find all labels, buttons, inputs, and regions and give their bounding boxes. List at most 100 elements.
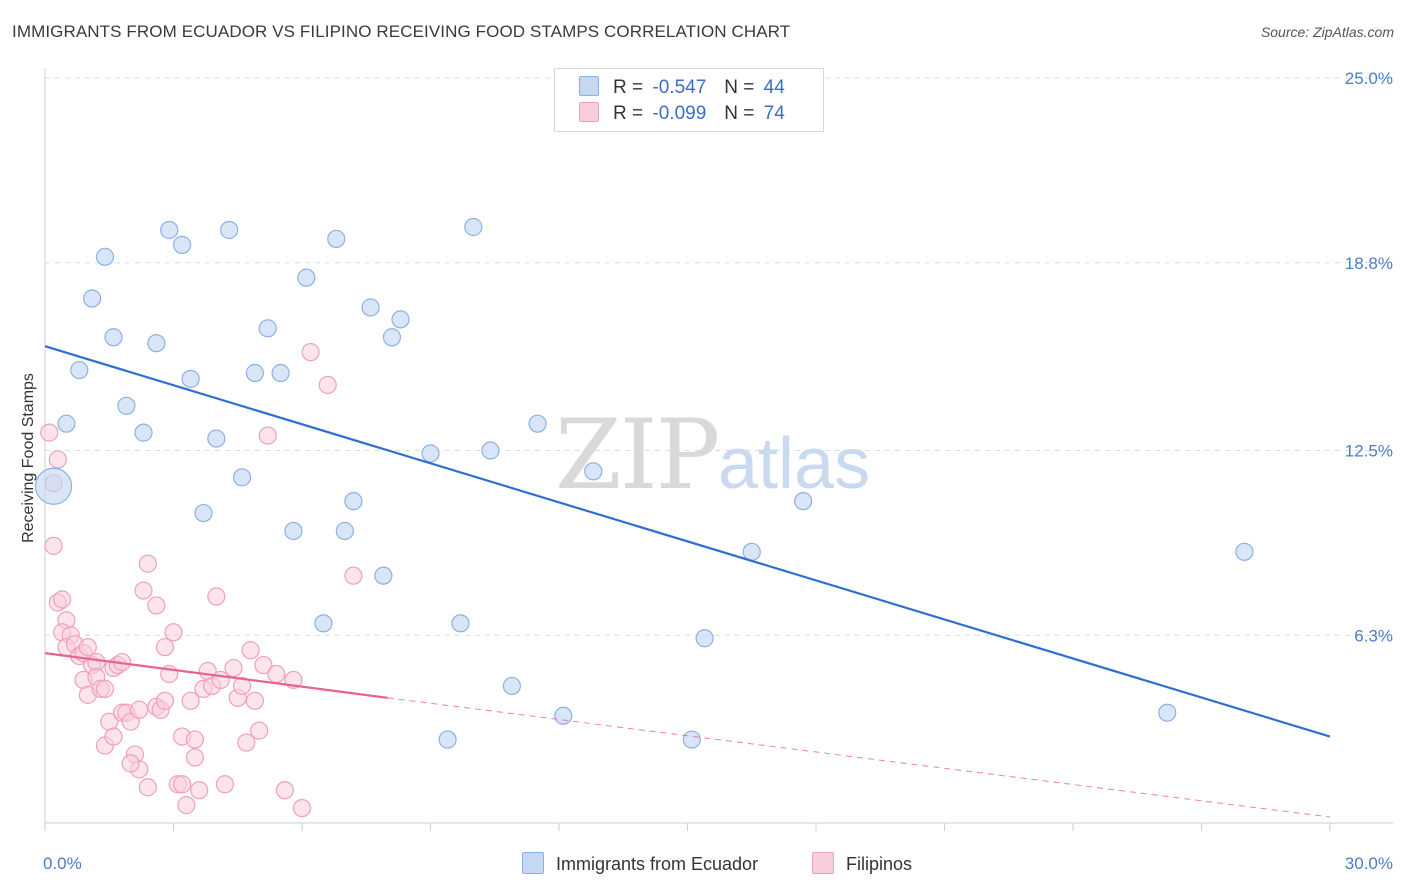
data-point-filipinos [232, 676, 252, 696]
gridlines [45, 77, 1393, 636]
x-tick-labels: 0.0% 30.0% [43, 854, 1393, 873]
data-point-ecuador [451, 614, 470, 633]
legend-item-label: Immigrants from Ecuador [556, 854, 759, 874]
chart-title: IMMIGRANTS FROM ECUADOR VS FILIPINO RECE… [12, 22, 791, 41]
data-point-ecuador [391, 310, 410, 329]
data-point-filipinos [318, 375, 337, 395]
data-point-ecuador [147, 334, 166, 353]
data-point-ecuador [34, 467, 73, 505]
data-point-ecuador [481, 441, 500, 460]
data-point-ecuador [172, 235, 192, 254]
legend-r-label: R = [613, 77, 644, 98]
data-point-ecuador [134, 423, 153, 442]
legend-item-filipinos: Filipinos [812, 852, 912, 875]
data-point-filipinos [237, 733, 256, 752]
source-credit: Source: ZipAtlas.com [1260, 24, 1394, 40]
legend-r-value: -0.099 [652, 103, 707, 124]
x-tick-label: 30.0% [1345, 854, 1393, 873]
correlation-legend: R = -0.547 N = 44 R = -0.099 N = 74 [554, 68, 824, 132]
y-tick-label: 25.0% [1345, 69, 1393, 88]
data-point-filipinos [241, 641, 260, 660]
axes [44, 68, 1393, 831]
y-tick-label: 6.3% [1354, 626, 1393, 645]
y-tick-label: 12.5% [1345, 442, 1393, 461]
trend-line-filipinos-extrapolated [387, 697, 1331, 818]
data-point-ecuador [117, 396, 136, 415]
data-point-filipinos [155, 638, 175, 657]
data-point-ecuador [584, 462, 603, 481]
legend-r-label: R = [613, 103, 644, 124]
data-point-filipinos [292, 798, 312, 818]
data-point-filipinos [224, 658, 243, 678]
data-point-ecuador [682, 730, 701, 749]
data-point-ecuador [160, 220, 179, 240]
data-point-ecuador [104, 328, 123, 347]
data-point-filipinos [181, 691, 200, 710]
y-tick-labels: 6.3% 12.5% 18.8% 25.0% [1345, 69, 1393, 645]
data-point-ecuador [95, 247, 115, 266]
data-point-filipinos [185, 730, 205, 749]
data-point-filipinos [190, 781, 209, 800]
x-tick-label: 0.0% [43, 854, 82, 873]
data-point-ecuador [83, 289, 102, 308]
data-point-filipinos [215, 775, 234, 794]
trend-lines [44, 345, 1331, 818]
data-point-ecuador [335, 521, 354, 541]
data-point-filipinos [53, 590, 72, 609]
data-point-filipinos [40, 423, 59, 442]
data-point-ecuador [361, 298, 380, 317]
data-point-ecuador [554, 706, 573, 725]
data-point-ecuador [438, 730, 457, 749]
data-point-filipinos [211, 670, 230, 690]
data-point-filipinos [138, 778, 157, 797]
data-point-ecuador [794, 492, 813, 511]
legend-item-label: Filipinos [846, 854, 913, 874]
data-point-ecuador [271, 363, 290, 383]
legend-swatch-pink [812, 852, 834, 874]
data-point-ecuador [232, 468, 252, 487]
data-point-filipinos [134, 581, 153, 600]
legend-swatch-blue [522, 852, 544, 874]
data-point-ecuador [314, 614, 333, 633]
trend-line-filipinos [44, 652, 388, 699]
data-point-ecuador [742, 542, 761, 561]
data-point-filipinos [172, 775, 192, 794]
legend-r-value: -0.547 [652, 77, 707, 98]
data-point-filipinos [104, 727, 123, 746]
data-point-filipinos [207, 587, 226, 606]
data-point-ecuador [421, 444, 440, 463]
data-point-ecuador [528, 414, 547, 433]
legend-n-label: N = [724, 103, 755, 124]
legend-n-value: 74 [763, 103, 785, 124]
legend-swatch-blue [579, 76, 599, 96]
data-point-ecuador [502, 676, 521, 696]
data-point-filipinos [138, 554, 157, 573]
legend-row-ecuador: R = -0.547 N = 44 [579, 76, 785, 100]
y-tick-label: 18.8% [1345, 254, 1393, 273]
data-point-ecuador [374, 566, 393, 585]
series-legend: Immigrants from Ecuador Filipinos [0, 852, 1406, 876]
data-point-filipinos [275, 781, 294, 800]
data-point-filipinos [267, 664, 286, 684]
data-point-ecuador [297, 268, 316, 287]
data-point-filipinos [78, 638, 97, 657]
data-point-filipinos [48, 450, 67, 469]
data-point-ecuador [181, 369, 200, 389]
data-point-filipinos [177, 796, 196, 815]
data-point-filipinos [185, 748, 205, 767]
data-point-ecuador [344, 492, 363, 511]
data-point-ecuador [327, 229, 346, 249]
watermark-atlas: atlas [718, 424, 870, 504]
y-axis-label: Receiving Food Stamps [20, 373, 37, 543]
legend-swatch-pink [579, 102, 599, 122]
data-point-filipinos [155, 691, 175, 710]
filipinos-points [40, 343, 363, 818]
data-point-ecuador [207, 429, 226, 448]
data-point-filipinos [250, 721, 269, 740]
data-point-ecuador [695, 629, 714, 648]
data-point-filipinos [147, 596, 166, 615]
data-point-ecuador [1158, 703, 1177, 722]
data-point-filipinos [245, 691, 264, 710]
data-point-ecuador [464, 217, 483, 237]
